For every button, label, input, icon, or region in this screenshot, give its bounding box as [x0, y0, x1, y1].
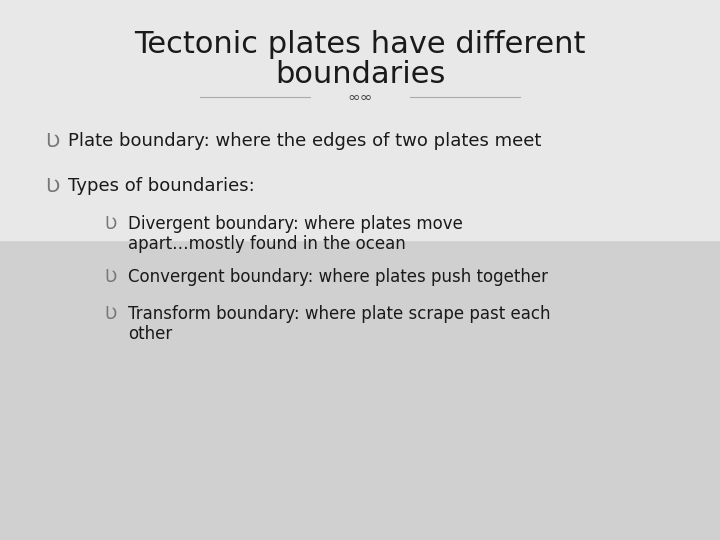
- Text: Ʋ: Ʋ: [104, 215, 116, 233]
- Text: Ʋ: Ʋ: [104, 268, 116, 286]
- Text: Ʋ: Ʋ: [104, 305, 116, 323]
- Text: Tectonic plates have different: Tectonic plates have different: [134, 30, 586, 59]
- Text: Plate boundary: where the edges of two plates meet: Plate boundary: where the edges of two p…: [68, 132, 541, 150]
- Text: ∞∞: ∞∞: [347, 90, 373, 105]
- Text: Divergent boundary: where plates move: Divergent boundary: where plates move: [128, 215, 463, 233]
- Text: Ʋ: Ʋ: [45, 177, 59, 196]
- Text: other: other: [128, 325, 172, 343]
- Bar: [0, 0, 720, 240]
- Text: boundaries: boundaries: [275, 60, 445, 89]
- Text: Transform boundary: where plate scrape past each: Transform boundary: where plate scrape p…: [128, 305, 551, 323]
- Text: Types of boundaries:: Types of boundaries:: [68, 177, 255, 195]
- Text: apart…mostly found in the ocean: apart…mostly found in the ocean: [128, 235, 406, 253]
- Text: Ʋ: Ʋ: [45, 132, 59, 151]
- Text: Convergent boundary: where plates push together: Convergent boundary: where plates push t…: [128, 268, 548, 286]
